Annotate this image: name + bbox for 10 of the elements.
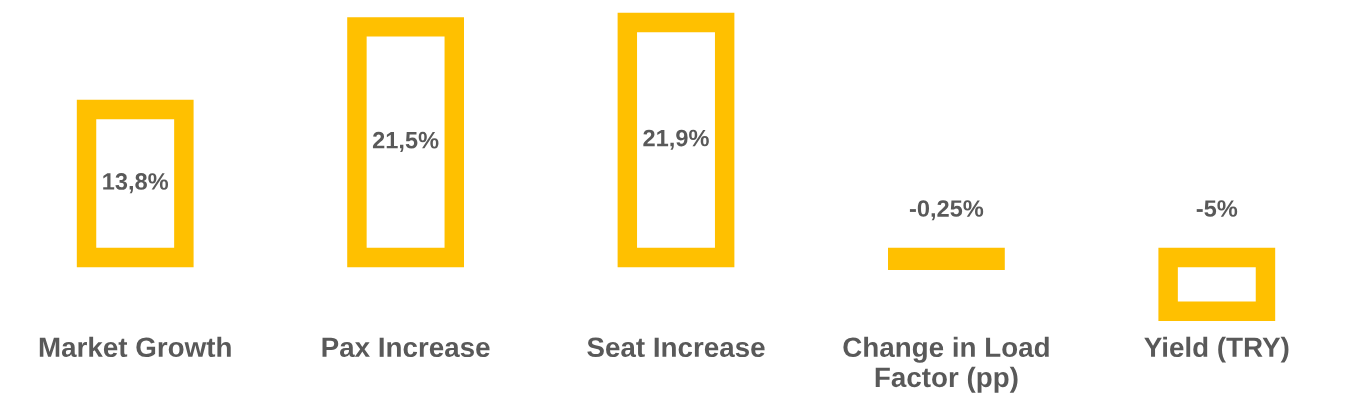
x-tick-label: Market Growth <box>39 336 231 358</box>
data-label: -0,25% <box>909 200 984 221</box>
data-label: 21,9% <box>643 129 709 150</box>
x-tick-label: Pax Increase <box>322 337 490 358</box>
x-tick-label: Seat Increase <box>587 337 765 358</box>
data-label: 21,5% <box>372 131 439 152</box>
x-tick-label: Change in Load Factor (pp) <box>843 336 1049 393</box>
data-label: 13,8% <box>103 173 169 194</box>
x-tick-label: Yield (TRY) <box>1144 336 1289 363</box>
data-label: -5% <box>1196 200 1238 217</box>
